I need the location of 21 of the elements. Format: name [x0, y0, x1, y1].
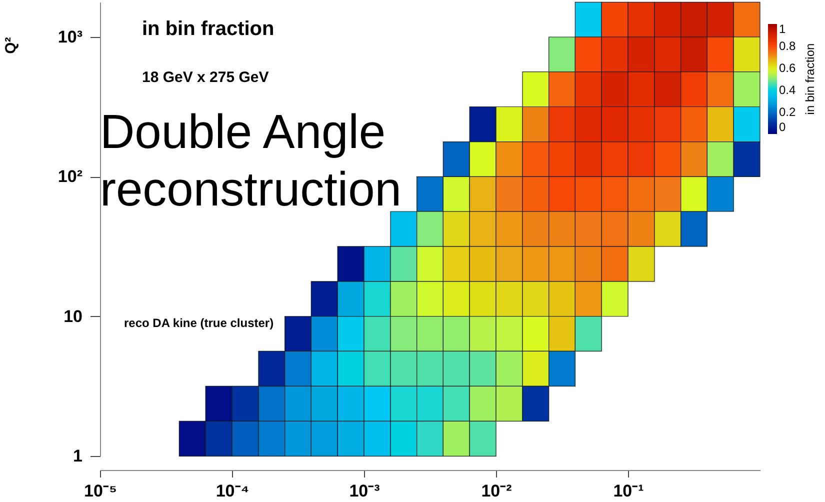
annotation: 18 GeV x 275 GeV [142, 69, 269, 86]
y-tick-label: 10³ [58, 27, 83, 46]
x-tick-label: 10⁻⁴ [216, 482, 250, 500]
y-tick-label: 10 [64, 306, 82, 326]
x-tick-label: 10⁻² [481, 482, 512, 500]
color-bar-label: 0.8 [779, 39, 796, 53]
color-bar-label: 0.4 [779, 83, 796, 97]
color-bar-title: in bin fraction [803, 43, 817, 115]
color-bar-label: 0.6 [779, 61, 796, 75]
color-bar-label: 0 [779, 120, 786, 134]
x-tick-label: 10⁻³ [349, 482, 380, 500]
text: in bin fraction [142, 18, 274, 40]
y-axis-title: Q² [2, 37, 20, 54]
annotation: reco DA kine (true cluster) [124, 316, 274, 330]
annotation: Double Angle reconstruction [100, 106, 402, 217]
y-tick-label: 1 [73, 446, 82, 466]
y-tick-label: 10² [58, 167, 83, 186]
x-tick-label: 10⁻¹ [613, 482, 644, 500]
color-bar-label: 1 [779, 22, 786, 36]
color-bar-label: 0.2 [779, 105, 796, 119]
x-tick-label: 10⁻⁵ [84, 482, 117, 500]
